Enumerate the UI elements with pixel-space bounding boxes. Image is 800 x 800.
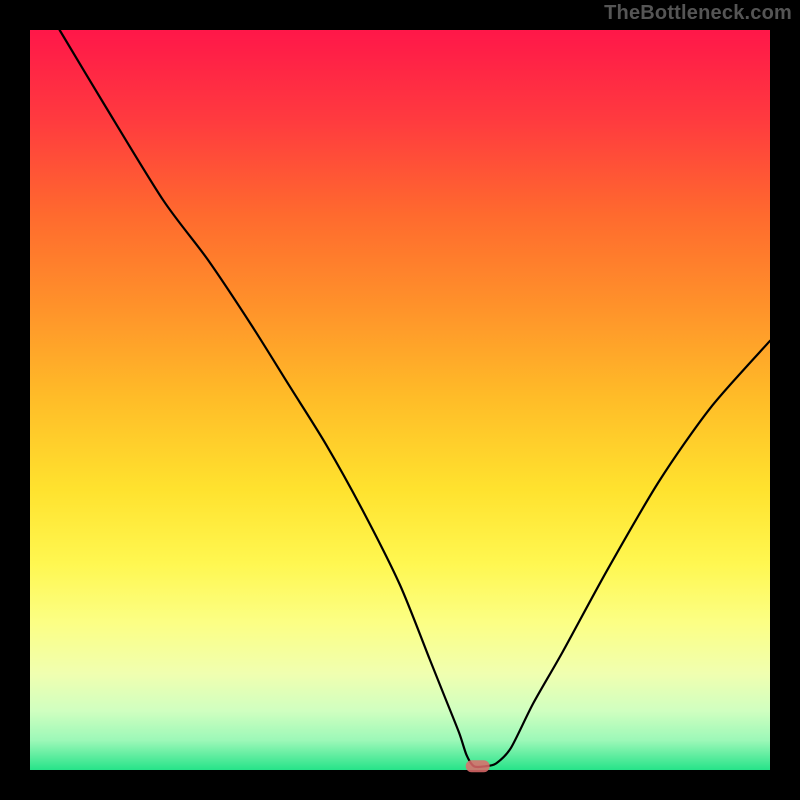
plot-area [30, 30, 770, 770]
watermark-text: TheBottleneck.com [604, 2, 792, 25]
optimal-marker [466, 760, 490, 772]
bottleneck-chart [0, 0, 800, 800]
chart-frame: TheBottleneck.com [0, 0, 800, 800]
